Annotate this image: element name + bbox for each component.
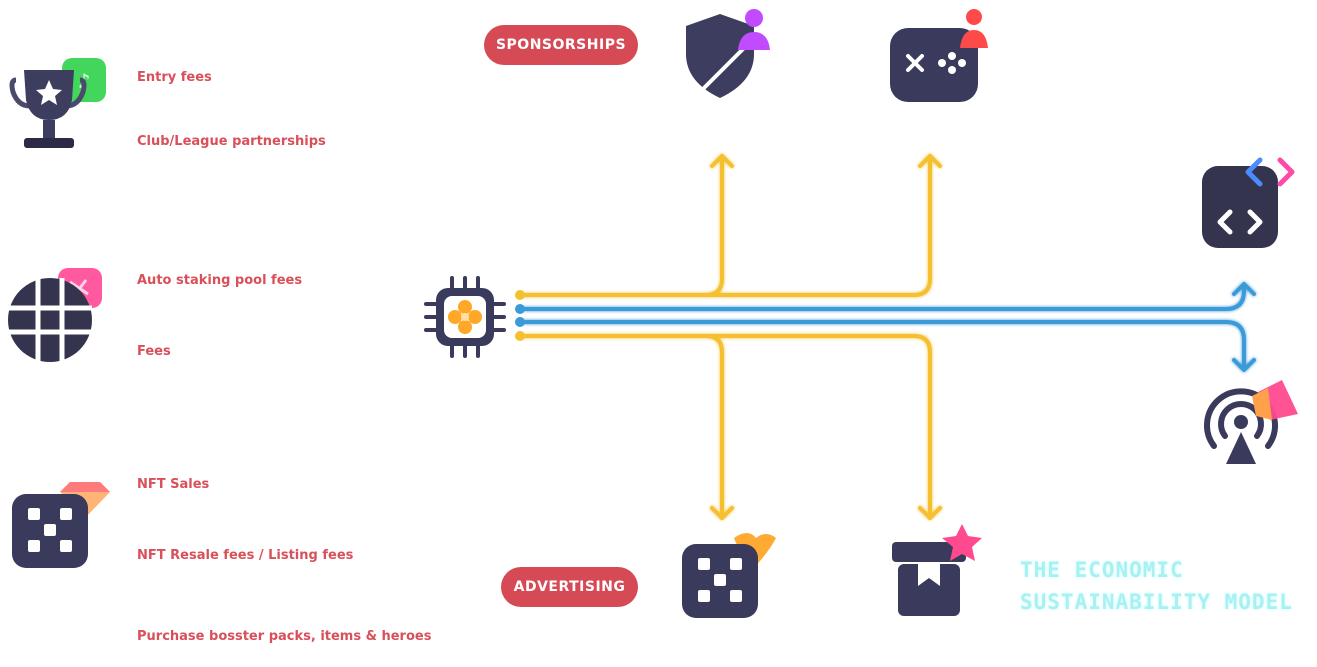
label-fees: Fees	[137, 344, 171, 359]
label-entry-fees: Entry fees	[137, 70, 212, 85]
flow-to-gamepad	[518, 154, 932, 297]
shield-user-icon	[686, 9, 770, 98]
title-line-1: THE ECONOMIC	[1020, 558, 1184, 582]
advertising-badge: ADVERTISING	[501, 567, 638, 607]
flow-to-nft-box	[518, 334, 724, 520]
flow-to-shield	[518, 154, 724, 297]
gamepad-user-icon	[890, 9, 988, 102]
gift-box-icon	[892, 524, 982, 616]
chip-icon	[424, 276, 506, 358]
label-auto-staking: Auto staking pool fees	[137, 273, 303, 288]
title-line-2: SUSTAINABILITY MODEL	[1020, 590, 1293, 614]
globe-icon	[8, 268, 102, 362]
broadcast-icon	[1204, 380, 1298, 464]
sponsorships-badge: SPONSORSHIPS	[484, 25, 638, 65]
flow-to-code	[518, 284, 1246, 311]
label-purchase: Purchase bosster packs, items & heroes	[137, 629, 432, 644]
nft-box-icon	[682, 533, 776, 618]
flow-to-broadcast	[518, 320, 1246, 370]
label-club-league: Club/League partnerships	[137, 134, 326, 149]
code-icon	[1202, 157, 1295, 248]
flow-to-gift	[518, 334, 932, 520]
label-nft-sales: NFT Sales	[137, 477, 210, 492]
trophy-icon: ♪	[9, 58, 106, 148]
label-nft-resale: NFT Resale fees / Listing fees	[137, 548, 354, 563]
nft-cube-icon	[12, 482, 110, 568]
